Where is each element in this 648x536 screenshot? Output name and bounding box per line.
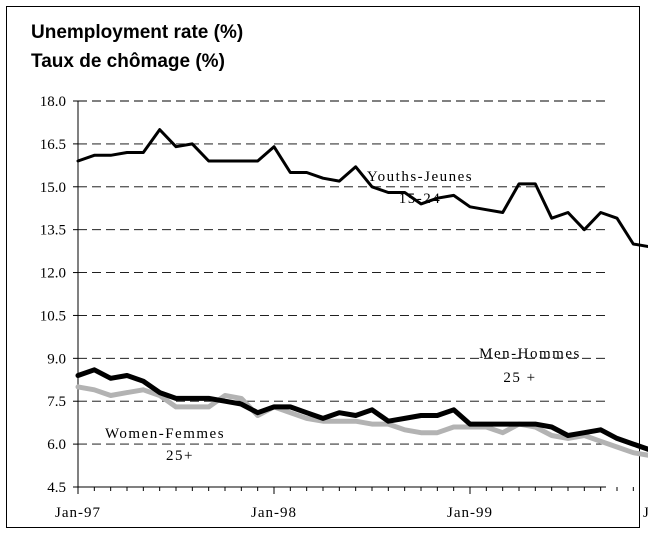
x-tick-label: Jan-97 xyxy=(55,505,101,521)
series-label-men: 25 + xyxy=(503,370,536,386)
series-label-women: 25+ xyxy=(166,448,194,464)
y-tick-label: 16.5 xyxy=(40,137,66,153)
x-tick-label: Jan-00 xyxy=(643,505,648,521)
y-tick-label: 7.5 xyxy=(47,394,66,410)
x-tick-label: Jan-98 xyxy=(251,505,297,521)
series-line-youths xyxy=(76,128,648,249)
y-tick-label: 18.0 xyxy=(40,94,66,110)
x-tick-label: Jan-99 xyxy=(447,505,493,521)
chart-frame xyxy=(6,6,640,528)
y-tick-label: 4.5 xyxy=(47,480,66,496)
y-tick-label: 10.5 xyxy=(40,308,66,324)
y-tick-label: 13.5 xyxy=(40,223,66,239)
series-line-women xyxy=(75,384,648,458)
y-tick-label: 12.0 xyxy=(40,266,66,282)
series-label-women: Women-Femmes xyxy=(105,426,225,442)
chart-title: Unemployment rate (%) xyxy=(31,22,244,43)
y-tick-label: 6.0 xyxy=(47,437,66,453)
y-tick-label: 9.0 xyxy=(47,351,66,367)
series-label-youths: Youths-Jeunes xyxy=(367,169,473,185)
series-label-youths: 15-24 xyxy=(399,191,442,207)
y-tick-label: 15.0 xyxy=(40,180,66,196)
series-label-men: Men-Hommes xyxy=(479,346,581,362)
chart-subtitle: Taux de chômage (%) xyxy=(31,51,225,72)
series-line-men xyxy=(75,367,648,452)
